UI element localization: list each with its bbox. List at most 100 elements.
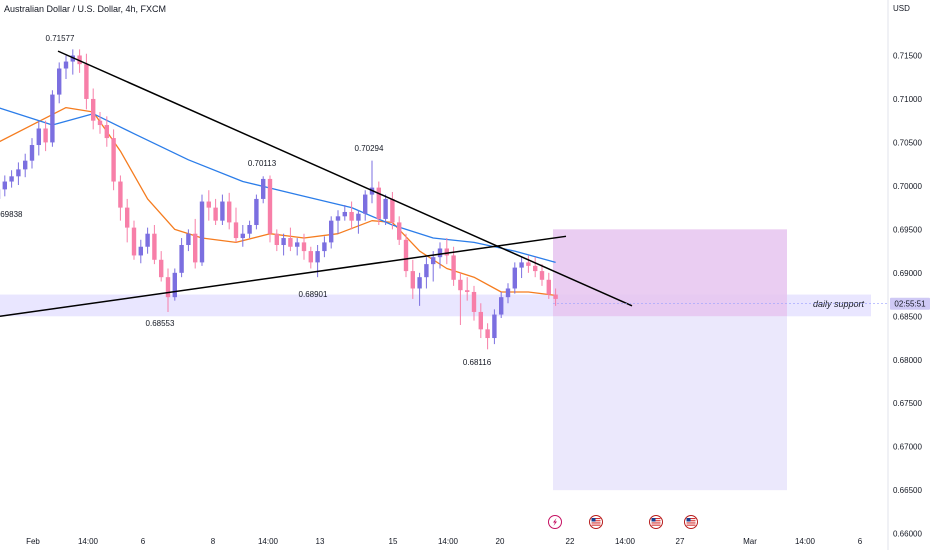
- candle-body: [29, 145, 35, 161]
- chart-title: Australian Dollar / U.S. Dollar, 4h, FXC…: [4, 4, 167, 14]
- x-tick-label: 14:00: [258, 537, 279, 546]
- price-badge-text: 02:55:51: [894, 300, 926, 309]
- candle-body: [91, 98, 96, 121]
- candle: [397, 216, 402, 246]
- price-annotation: 0.70113: [248, 159, 277, 168]
- candle-body: [23, 160, 28, 170]
- candle: [57, 62, 62, 104]
- candle: [478, 303, 483, 339]
- y-tick-label: 0.69000: [893, 269, 922, 278]
- candle-body: [349, 211, 354, 221]
- candle: [295, 238, 300, 256]
- candle: [16, 162, 21, 186]
- candle-body: [274, 233, 279, 246]
- lightning-glyph: [553, 518, 557, 526]
- moving-average-fast: [0, 106, 556, 297]
- y-tick-label: 0.66500: [893, 486, 922, 495]
- candle: [63, 55, 69, 79]
- candle-body: [519, 262, 524, 268]
- candle: [376, 181, 381, 226]
- candle-body: [533, 265, 538, 272]
- candle-body: [512, 267, 517, 289]
- candle: [97, 111, 103, 134]
- candle-body: [458, 279, 463, 291]
- candle: [485, 323, 490, 350]
- candle-body: [267, 178, 273, 234]
- candle-body: [240, 233, 245, 239]
- candle-body: [356, 213, 361, 221]
- currency-label: USD: [893, 4, 910, 13]
- flag-stripe: [591, 520, 601, 522]
- candle: [36, 120, 41, 156]
- candle: [505, 283, 511, 304]
- candle: [2, 175, 7, 197]
- x-tick-label: 6: [858, 537, 863, 546]
- flag-stripe: [591, 518, 601, 520]
- candle: [254, 194, 259, 230]
- candle-body: [104, 125, 109, 139]
- candle-body: [118, 181, 123, 208]
- candle: [437, 242, 443, 269]
- candle: [152, 225, 157, 265]
- candle: [458, 272, 463, 325]
- candle-body: [70, 55, 75, 62]
- candle: [546, 272, 551, 299]
- flag-stripe: [686, 518, 696, 520]
- candle: [369, 160, 375, 204]
- candle: [519, 257, 524, 279]
- candle-body: [403, 239, 409, 272]
- candle: [233, 207, 239, 243]
- candle-body: [281, 238, 286, 246]
- position-box-target: [553, 229, 787, 317]
- price-annotation: 0.68116: [463, 358, 492, 367]
- candle-body: [390, 198, 395, 223]
- candle-body: [2, 181, 7, 190]
- candle-body: [342, 211, 347, 217]
- candle: [159, 251, 164, 282]
- y-tick-label: 0.71500: [893, 51, 922, 60]
- candle-body: [165, 277, 171, 298]
- candle-body: [301, 242, 307, 252]
- x-tick-label: Mar: [743, 537, 757, 546]
- candle-body: [526, 262, 531, 266]
- flag-stripe: [651, 522, 661, 524]
- x-tick-label: 27: [676, 537, 685, 546]
- candle: [138, 239, 143, 264]
- candle: [424, 257, 429, 289]
- candle: [403, 233, 409, 278]
- x-tick-label: 14:00: [78, 537, 99, 546]
- candle-body: [492, 314, 497, 339]
- x-tick-label: 15: [389, 537, 398, 546]
- candle-body: [424, 264, 429, 278]
- candle-body: [308, 251, 313, 263]
- candle-body: [431, 257, 436, 265]
- candle: [267, 175, 273, 243]
- candle-body: [295, 242, 300, 247]
- x-tick-label: Feb: [26, 537, 40, 546]
- candle-body: [329, 220, 334, 243]
- flag-canton: [651, 518, 656, 522]
- candle: [193, 218, 198, 269]
- candle-body: [77, 55, 82, 65]
- candle: [471, 285, 477, 321]
- candle: [186, 229, 191, 252]
- candle: [111, 129, 116, 191]
- us-flag-icon: [684, 515, 698, 529]
- candle: [199, 194, 205, 266]
- candle: [301, 233, 307, 260]
- candle-body: [220, 201, 225, 221]
- x-tick-label: 14:00: [795, 537, 816, 546]
- candle-body: [397, 222, 402, 240]
- candle-body: [478, 311, 483, 330]
- us-flag-icon-ring: [649, 515, 663, 529]
- candle: [417, 272, 422, 306]
- candle-body: [553, 294, 558, 299]
- candle: [213, 198, 218, 226]
- us-flag-icon: [649, 515, 663, 529]
- candle: [274, 229, 279, 252]
- y-tick-label: 0.69500: [893, 225, 922, 234]
- candle: [261, 176, 266, 204]
- candle: [329, 216, 334, 249]
